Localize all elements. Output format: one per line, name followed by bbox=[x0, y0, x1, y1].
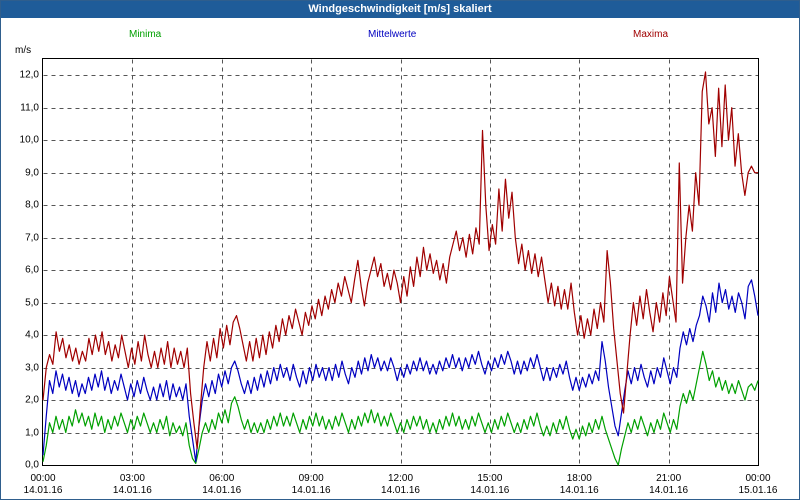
y-tick-label: 11,0 bbox=[20, 102, 39, 114]
y-tick-label: 8,0 bbox=[25, 199, 39, 211]
y-tick-label: 4,0 bbox=[25, 329, 39, 341]
x-tick-label: 00:00 14.01.16 bbox=[23, 473, 63, 496]
y-axis-unit-label: m/s bbox=[15, 45, 32, 56]
plot-frame bbox=[42, 58, 759, 466]
y-tick-label: 12,0 bbox=[19, 69, 39, 81]
series-line-mittelwerte bbox=[42, 279, 759, 463]
x-tick-label: 03:00 14.01.16 bbox=[112, 473, 152, 496]
x-tick-label: 21:00 14.01.16 bbox=[649, 473, 689, 496]
data-series-group bbox=[42, 71, 759, 466]
x-tick-label: 18:00 14.01.16 bbox=[559, 473, 599, 496]
chart-canvas bbox=[42, 58, 759, 466]
series-line-minima bbox=[42, 350, 759, 466]
y-tick-label: 10,0 bbox=[19, 134, 39, 146]
x-tick-label: 15:00 14.01.16 bbox=[470, 473, 510, 496]
legend-item-maxima: Maxima bbox=[633, 29, 669, 40]
y-tick-label: 3,0 bbox=[25, 362, 39, 374]
y-tick-label: 0,0 bbox=[25, 459, 39, 471]
window-title-bar: Windgeschwindigkeit [m/s] skaliert bbox=[1, 1, 799, 18]
legend-item-mittelwerte: Mittelwerte bbox=[368, 29, 417, 40]
window-title: Windgeschwindigkeit [m/s] skaliert bbox=[308, 3, 492, 15]
x-axis-tick-labels: 00:00 14.01.16 03:00 14.01.16 06:00 14.01.16 0… bbox=[1, 18, 799, 499]
y-tick-label: 2,0 bbox=[25, 394, 39, 406]
x-tick-label: 12:00 14.01.16 bbox=[381, 473, 420, 496]
y-tick-label: 7,0 bbox=[25, 232, 39, 244]
y-axis-tick-labels: 0,0 1,0 2,0 3,0 4,0 5,0 6,0 7,0 8,0 9,0 10,0 11,0 12… bbox=[1, 18, 39, 499]
x-tick-label: 00:00 15.01.16 bbox=[738, 473, 778, 496]
x-tick-label: 06:00 14.01.16 bbox=[202, 473, 242, 496]
grid-lines bbox=[43, 59, 759, 466]
series-line-maxima bbox=[42, 71, 758, 450]
y-tick-label: 5,0 bbox=[25, 297, 39, 309]
chart-plot-area: Minima Mittelwerte Maxima m/s 0,0 1,0 2,0 3… bbox=[1, 18, 799, 499]
y-tick-label: 1,0 bbox=[25, 427, 39, 439]
y-tick-label: 6,0 bbox=[25, 264, 39, 276]
legend-item-minima: Minima bbox=[129, 29, 162, 40]
x-tick-label: 09:00 14.01.16 bbox=[291, 473, 331, 496]
y-tick-label: 9,0 bbox=[25, 167, 39, 179]
